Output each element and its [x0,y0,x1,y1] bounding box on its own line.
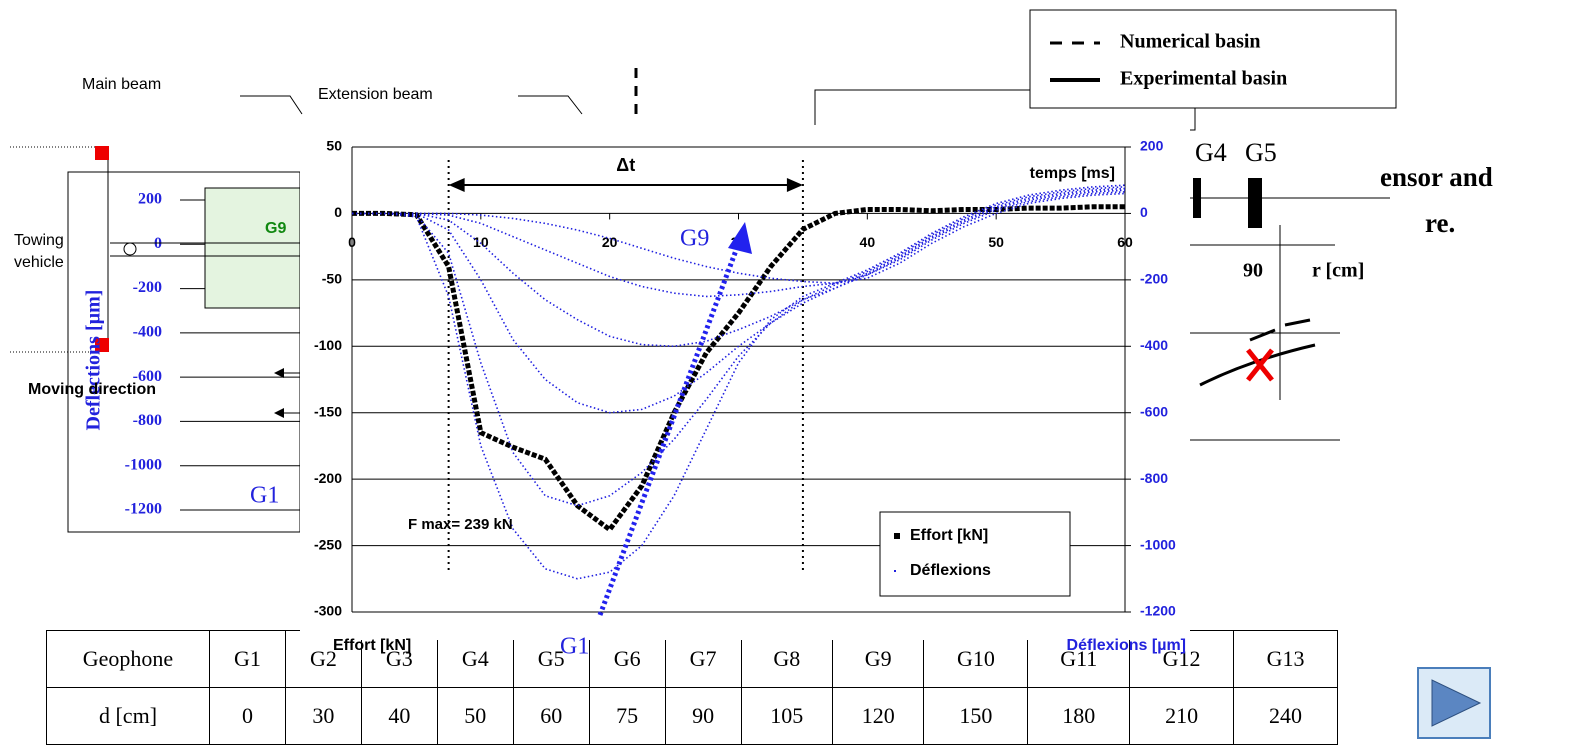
delta-label: Δt [616,155,635,175]
beam-box [205,188,300,308]
g-label: G5 [1245,138,1277,167]
y2-tick-label: -400 [1140,337,1168,353]
x-tick-label: 20 [602,234,618,250]
x-tick-label: 50 [988,234,1004,250]
legend-box [880,512,1070,596]
legend-swatch [894,570,896,572]
left-g1: G1 [250,483,279,509]
geophone [1248,178,1262,228]
left-tick-label: -800 [133,412,162,429]
scene: 2000-200-400-600-800-1000-1200 Deflectio… [0,0,1592,747]
fragment-text: ensor and [1380,162,1493,192]
y2-tick-label: 0 [1140,204,1148,220]
legend-text: Numerical basin [1120,31,1261,53]
extension-beam-label: Extension beam [318,86,433,104]
g1-label: G1 [560,634,589,660]
y2-tick-label: -1000 [1140,536,1176,552]
g-label: G4 [1195,138,1227,167]
r-label: r [cm] [1312,260,1364,282]
callout [240,96,302,114]
cross [1248,350,1272,380]
y-tick-label: -300 [314,603,342,619]
fragment-text: re. [1425,208,1455,238]
y-tick-label: -200 [314,470,342,486]
legend-text: Experimental basin [1120,68,1287,90]
main-beam-label: Main beam [82,76,161,94]
y-tick-label: -250 [314,536,342,552]
left-tick-label: -400 [133,324,162,341]
left-g9: G9 [265,220,286,237]
left-tick-label: 200 [138,191,162,208]
fmax-label: F max= 239 kN [408,516,513,533]
wheel [124,243,136,255]
y2-tick-label: -800 [1140,470,1168,486]
left-tick-label: -1200 [125,501,162,518]
y-tick-label: -100 [314,337,342,353]
y-tick-label: -150 [314,403,342,419]
y2-tick-label: -1200 [1140,603,1176,619]
x-axis-title: temps [ms] [1030,165,1115,182]
legend-label: Déflexions [910,562,991,579]
slide: GeophoneG1G2G3G4G5G6G7G8G9G10G11G12G13d … [0,0,1592,747]
y2-axis-title: Déflexions [µm] [1067,637,1186,654]
x-tick-label: 0 [348,234,356,250]
next-button[interactable] [1418,668,1490,738]
left-axis-title: Deflections [µm] [83,290,105,431]
y-tick-label: 0 [334,204,342,220]
towing-vehicle-label: Towing vehicle [14,230,64,274]
legend-swatch [894,533,900,539]
g9-label: G9 [680,226,709,252]
y2-tick-label: 200 [1140,138,1164,154]
sensor [95,146,109,160]
left-tick-label: -200 [133,279,162,296]
y2-tick-label: -200 [1140,271,1168,287]
x-tick-label: 40 [860,234,876,250]
r-tick: 90 [1243,260,1263,282]
moving-direction-label: Moving direction [28,381,156,399]
legend-label: Effort [kN] [910,527,988,544]
y-tick-label: -50 [322,271,342,287]
basin-legend [1030,10,1396,108]
y-tick-label: 50 [326,138,342,154]
y-axis-title: Effort [kN] [333,637,411,654]
y2-tick-label: -600 [1140,403,1168,419]
x-tick-label: 60 [1117,234,1133,250]
callout [518,96,582,114]
left-tick-label: -1000 [125,456,162,473]
